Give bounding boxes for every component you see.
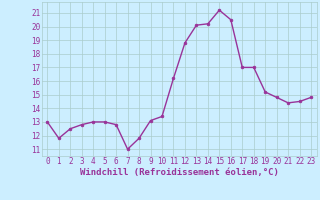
X-axis label: Windchill (Refroidissement éolien,°C): Windchill (Refroidissement éolien,°C) <box>80 168 279 177</box>
